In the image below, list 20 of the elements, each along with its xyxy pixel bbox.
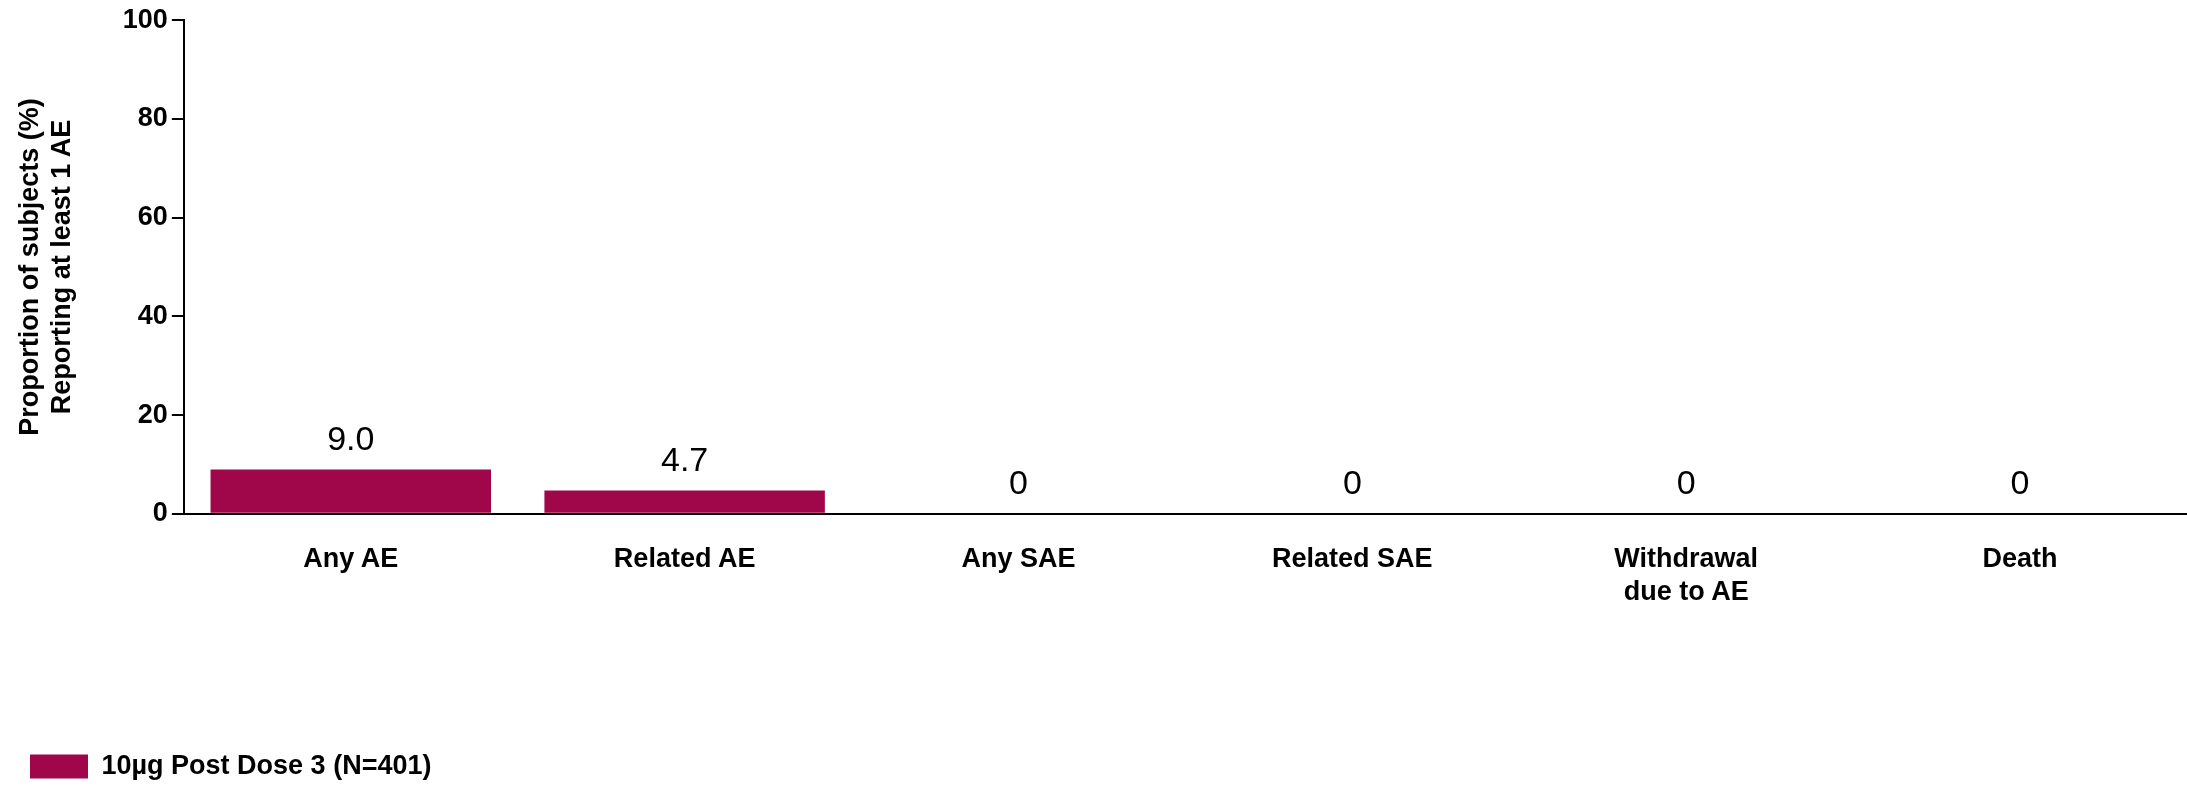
x-tick-label: Withdrawal due to AE <box>1614 543 1759 606</box>
legend-label: 10µg Post Dose 3 (N=401) <box>101 749 432 780</box>
x-tick-label: Any AE <box>303 543 399 574</box>
data-label: 0 <box>1676 463 1696 502</box>
y-tick-label: 80 <box>137 102 168 133</box>
x-tick-label: Death <box>1982 543 2058 574</box>
data-label: 4.7 <box>661 439 709 478</box>
y-tick-label: 40 <box>137 299 168 330</box>
data-label: 0 <box>1342 463 1362 502</box>
data-label: 9.0 <box>327 418 375 457</box>
x-tick-label: Any SAE <box>961 543 1076 574</box>
y-tick-label: 100 <box>122 3 168 34</box>
data-label: 0 <box>2010 463 2030 502</box>
y-tick-label: 0 <box>152 497 168 528</box>
x-tick-label: Related SAE <box>1272 543 1433 574</box>
data-label: 0 <box>1009 463 1028 502</box>
y-tick-label: 20 <box>137 398 168 429</box>
y-tick-label: 60 <box>137 201 168 232</box>
x-tick-label: Related AE <box>613 543 756 574</box>
y-axis-title: Proportion of subjects (%) Reporting at least 1 AE <box>13 98 77 436</box>
